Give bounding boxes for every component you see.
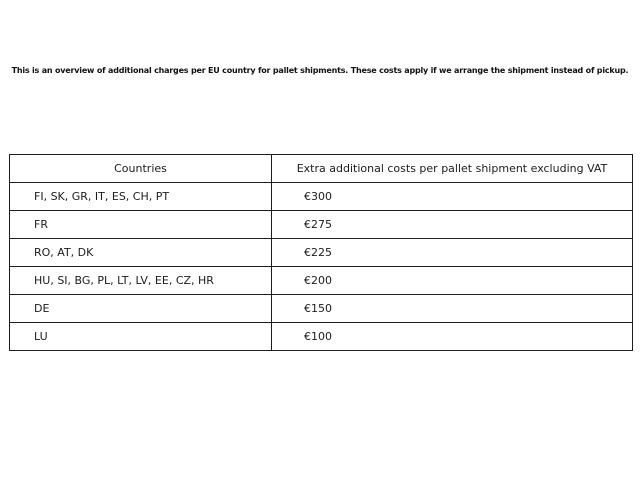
cost-cell: €275 (271, 210, 633, 239)
table-row: DE €150 (9, 294, 633, 323)
cost-cell: €300 (271, 182, 633, 211)
countries-cell: DE (9, 294, 272, 323)
table-row: FR €275 (9, 210, 633, 239)
cost-cell: €200 (271, 266, 633, 295)
countries-cell: FR (9, 210, 272, 239)
costs-column-header: Extra additional costs per pallet shipme… (271, 154, 633, 183)
countries-cell: FI, SK, GR, IT, ES, CH, PT (9, 182, 272, 211)
table-row: LU €100 (9, 322, 633, 351)
countries-column-header: Countries (9, 154, 272, 183)
table-row: RO, AT, DK €225 (9, 238, 633, 267)
countries-cell: HU, SI, BG, PL, LT, LV, EE, CZ, HR (9, 266, 272, 295)
cost-cell: €150 (271, 294, 633, 323)
intro-text: This is an overview of additional charge… (11, 66, 629, 75)
countries-cell: RO, AT, DK (9, 238, 272, 267)
table-row: HU, SI, BG, PL, LT, LV, EE, CZ, HR €200 (9, 266, 633, 295)
charges-table: Countries Extra additional costs per pal… (9, 154, 633, 351)
cost-cell: €225 (271, 238, 633, 267)
table-header-row: Countries Extra additional costs per pal… (9, 154, 633, 183)
countries-cell: LU (9, 322, 272, 351)
table-row: FI, SK, GR, IT, ES, CH, PT €300 (9, 182, 633, 211)
cost-cell: €100 (271, 322, 633, 351)
